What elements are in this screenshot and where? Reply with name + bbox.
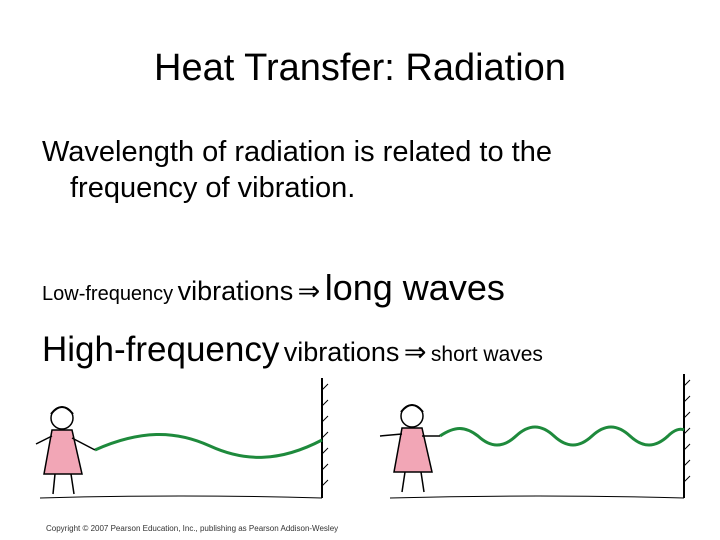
right-ground-line xyxy=(389,495,685,499)
high-frequency-line: High-frequency vibrations ⇒ short waves xyxy=(42,324,543,383)
long-wave xyxy=(94,433,323,459)
right-wall-hatch-icon xyxy=(683,379,691,483)
short-waves-label: short waves xyxy=(430,343,543,366)
left-ground-line xyxy=(39,495,323,499)
slide-title: Heat Transfer: Radiation xyxy=(154,47,566,89)
implies-arrow-icon: ⇒ xyxy=(297,276,321,307)
wave-illustration xyxy=(35,374,691,499)
left-panel xyxy=(35,378,329,499)
low-frequency-line: Low-frequency vibrations ⇒ long waves xyxy=(42,266,505,318)
left-wall-hatch-icon xyxy=(321,383,329,487)
body-line-1: Wavelength of radiation is related to th… xyxy=(42,136,552,168)
right-panel xyxy=(379,374,691,499)
long-waves-label: long waves xyxy=(324,267,505,308)
body-line-2: frequency of vibration. xyxy=(70,172,356,204)
right-girl-icon xyxy=(379,404,440,493)
body-paragraph: Wavelength of radiation is related to th… xyxy=(42,134,682,206)
low-frequency-label: Low-frequency xyxy=(42,283,174,305)
short-wave xyxy=(439,425,685,447)
low-vibrations-label: vibrations xyxy=(177,276,294,306)
high-vibrations-label: vibrations xyxy=(283,337,400,367)
left-girl-icon xyxy=(35,406,96,495)
high-frequency-label: High-frequency xyxy=(42,330,280,369)
copyright-notice: Copyright © 2007 Pearson Education, Inc.… xyxy=(46,524,339,533)
implies-arrow-icon: ⇒ xyxy=(403,337,427,368)
